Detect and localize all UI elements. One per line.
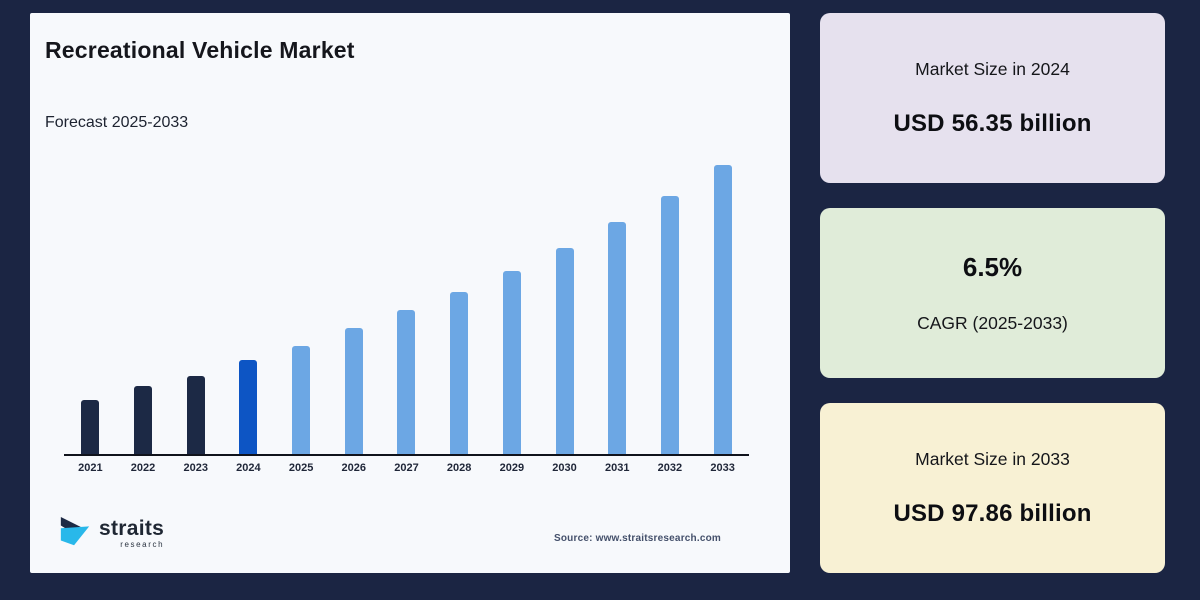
x-tick-label: 2022 <box>130 462 156 474</box>
bar-slot: 2022 <box>117 154 170 474</box>
stat-card-label: Market Size in 2033 <box>915 448 1070 469</box>
x-tick-label: 2026 <box>341 462 367 474</box>
x-tick-label: 2032 <box>657 462 683 474</box>
forecast-subtitle: Forecast 2025-2033 <box>45 114 189 131</box>
bar-2026 <box>344 328 363 454</box>
bar-2022 <box>134 386 153 454</box>
x-tick-label: 2024 <box>236 462 261 474</box>
stat-card-market-size-2024: Market Size in 2024 USD 56.35 billion <box>820 13 1165 183</box>
x-tick-label: 2027 <box>394 462 419 474</box>
x-tick-label: 2028 <box>446 462 472 474</box>
bar-slot: 2032 <box>644 154 697 474</box>
stat-card-label: CAGR (2025-2033) <box>917 313 1068 333</box>
stat-card-market-size-2033: Market Size in 2033 USD 97.86 billion <box>820 403 1165 573</box>
bar-slot: 2023 <box>169 154 222 474</box>
bar-slot: 2030 <box>538 154 591 474</box>
bar-2030 <box>555 248 574 454</box>
page-title: Recreational Vehicle Market <box>45 37 355 63</box>
x-tick-label: 2023 <box>183 462 208 474</box>
bar-2027 <box>397 310 416 454</box>
bar-slot: 2025 <box>275 154 328 474</box>
bar-2025 <box>292 346 311 454</box>
bar-chart: 2021 2022 2023 2024 2025 2026 2027 2028 2029 2030… <box>64 154 749 474</box>
source-attribution: Source: www.straitsresearch.com <box>553 533 721 544</box>
bar-2024 <box>239 360 258 454</box>
bar-2021 <box>81 400 100 454</box>
bar-2029 <box>502 271 521 454</box>
bar-2023 <box>186 376 205 454</box>
stat-card-cagr: 6.5% CAGR (2025-2033) <box>820 208 1165 378</box>
stat-card-value: USD 56.35 billion <box>893 109 1092 137</box>
logo-arrow-icon <box>58 515 92 551</box>
x-tick-label: 2031 <box>604 462 630 474</box>
bar-slot: 2028 <box>433 154 486 474</box>
x-tick-label: 2021 <box>78 462 103 474</box>
straits-research-logo: straits research <box>58 515 164 551</box>
bar-slot: 2021 <box>64 154 117 474</box>
bar-2033 <box>713 165 732 454</box>
bar-slot: 2031 <box>591 154 644 474</box>
x-tick-label: 2025 <box>288 462 314 474</box>
bar-2028 <box>450 292 469 454</box>
bar-2032 <box>660 196 679 454</box>
bar-slot: 2024 <box>222 154 275 474</box>
logo-wordmark: straits research <box>99 518 164 549</box>
bar-slot: 2029 <box>486 154 539 474</box>
stat-card-value: USD 97.86 billion <box>893 499 1092 527</box>
stat-card-label: Market Size in 2024 <box>915 58 1070 79</box>
bar-slot: 2033 <box>696 154 749 474</box>
x-tick-label: 2033 <box>710 462 735 474</box>
stats-column: Market Size in 2024 USD 56.35 billion 6.5%… <box>820 0 1165 600</box>
x-tick-label: 2029 <box>499 462 525 474</box>
bar-2031 <box>608 222 627 454</box>
x-tick-label: 2030 <box>552 462 577 474</box>
chart-panel: Recreational Vehicle Market Forecast 202… <box>30 13 790 573</box>
bar-slot: 2027 <box>380 154 433 474</box>
bar-slot: 2026 <box>327 154 380 474</box>
logo-name-text: straits <box>99 516 165 540</box>
stat-card-value: 6.5% <box>962 252 1023 282</box>
logo-subname-text: research <box>120 539 165 549</box>
